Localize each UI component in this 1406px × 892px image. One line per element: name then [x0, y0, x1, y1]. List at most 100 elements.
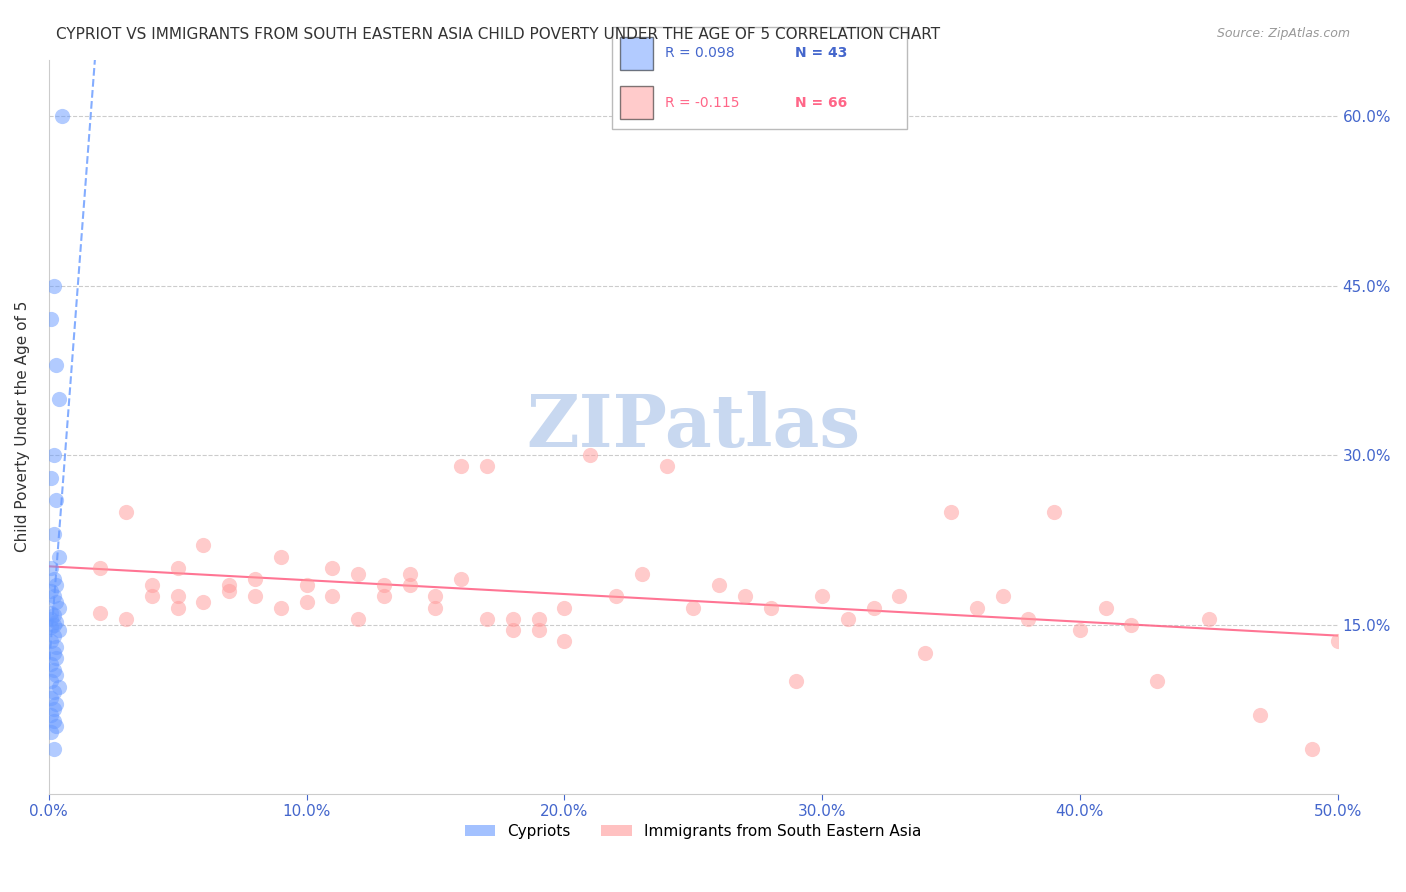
- Point: [347, 612, 370, 626]
- Point: [450, 459, 472, 474]
- Point: [553, 634, 575, 648]
- Point: [193, 595, 215, 609]
- Point: [42, 663, 65, 677]
- Point: [321, 589, 343, 603]
- Text: R = -0.115: R = -0.115: [665, 95, 740, 110]
- Point: [193, 538, 215, 552]
- Point: [1326, 634, 1348, 648]
- Point: [166, 600, 188, 615]
- Point: [48, 549, 70, 564]
- Point: [734, 589, 756, 603]
- Point: [862, 600, 884, 615]
- Point: [42, 589, 65, 603]
- FancyBboxPatch shape: [620, 87, 652, 119]
- Point: [45, 358, 67, 372]
- Point: [939, 504, 962, 518]
- Point: [889, 589, 911, 603]
- Point: [42, 608, 65, 623]
- Point: [41, 612, 63, 626]
- Point: [502, 623, 524, 637]
- Point: [41, 583, 63, 598]
- Point: [475, 459, 498, 474]
- Point: [1017, 612, 1039, 626]
- FancyBboxPatch shape: [612, 27, 907, 129]
- Point: [42, 714, 65, 728]
- Point: [295, 595, 318, 609]
- Point: [51, 109, 73, 123]
- Point: [45, 697, 67, 711]
- Point: [41, 673, 63, 688]
- Point: [41, 690, 63, 705]
- Point: [1043, 504, 1066, 518]
- Point: [89, 561, 111, 575]
- Point: [1094, 600, 1116, 615]
- Point: [270, 549, 292, 564]
- Text: R = 0.098: R = 0.098: [665, 46, 734, 61]
- Point: [218, 578, 240, 592]
- Point: [45, 493, 67, 508]
- Point: [270, 600, 292, 615]
- Point: [41, 657, 63, 671]
- Point: [398, 566, 420, 581]
- Point: [89, 606, 111, 620]
- Point: [837, 612, 859, 626]
- Point: [527, 612, 550, 626]
- Point: [398, 578, 420, 592]
- Point: [45, 615, 67, 630]
- Point: [605, 589, 627, 603]
- Point: [1301, 741, 1323, 756]
- Point: [1249, 707, 1271, 722]
- Point: [42, 617, 65, 632]
- Point: [166, 589, 188, 603]
- Point: [41, 724, 63, 739]
- Point: [45, 719, 67, 733]
- Point: [1146, 673, 1168, 688]
- Point: [48, 680, 70, 694]
- FancyBboxPatch shape: [620, 37, 652, 70]
- Y-axis label: Child Poverty Under the Age of 5: Child Poverty Under the Age of 5: [15, 301, 30, 552]
- Point: [657, 459, 679, 474]
- Point: [502, 612, 524, 626]
- Point: [579, 448, 602, 462]
- Point: [166, 561, 188, 575]
- Text: N = 43: N = 43: [794, 46, 846, 61]
- Point: [41, 470, 63, 484]
- Point: [553, 600, 575, 615]
- Point: [991, 589, 1014, 603]
- Legend: Cypriots, Immigrants from South Eastern Asia: Cypriots, Immigrants from South Eastern …: [458, 818, 928, 845]
- Point: [373, 578, 395, 592]
- Point: [42, 702, 65, 716]
- Point: [425, 589, 447, 603]
- Point: [321, 561, 343, 575]
- Point: [41, 561, 63, 575]
- Point: [45, 668, 67, 682]
- Text: ZIPatlas: ZIPatlas: [526, 392, 860, 462]
- Point: [347, 566, 370, 581]
- Point: [45, 640, 67, 654]
- Point: [42, 527, 65, 541]
- Point: [41, 634, 63, 648]
- Point: [115, 612, 138, 626]
- Point: [48, 392, 70, 406]
- Text: CYPRIOT VS IMMIGRANTS FROM SOUTH EASTERN ASIA CHILD POVERTY UNDER THE AGE OF 5 C: CYPRIOT VS IMMIGRANTS FROM SOUTH EASTERN…: [56, 27, 941, 42]
- Point: [45, 595, 67, 609]
- Point: [475, 612, 498, 626]
- Point: [682, 600, 704, 615]
- Point: [811, 589, 834, 603]
- Point: [785, 673, 807, 688]
- Point: [243, 589, 266, 603]
- Point: [759, 600, 782, 615]
- Text: N = 66: N = 66: [794, 95, 846, 110]
- Point: [48, 600, 70, 615]
- Point: [373, 589, 395, 603]
- Point: [1069, 623, 1091, 637]
- Point: [41, 606, 63, 620]
- Point: [45, 578, 67, 592]
- Point: [630, 566, 652, 581]
- Point: [42, 278, 65, 293]
- Point: [425, 600, 447, 615]
- Point: [45, 651, 67, 665]
- Point: [115, 504, 138, 518]
- Text: Source: ZipAtlas.com: Source: ZipAtlas.com: [1216, 27, 1350, 40]
- Point: [295, 578, 318, 592]
